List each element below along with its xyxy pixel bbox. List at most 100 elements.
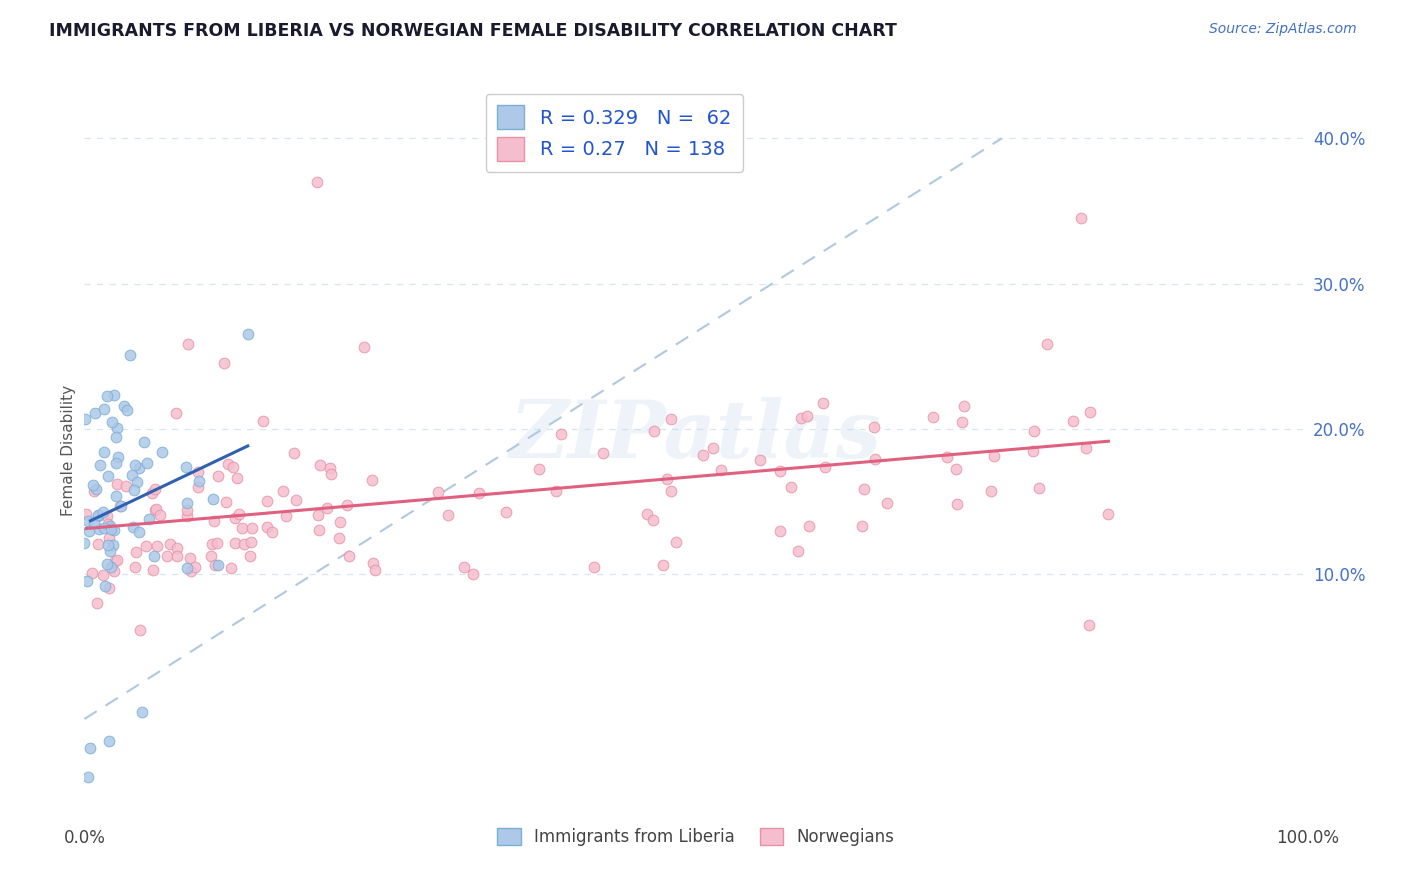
Point <box>652 558 675 572</box>
Point <box>141 486 163 500</box>
Point <box>463 567 485 582</box>
Point <box>852 482 875 496</box>
Point <box>112 399 135 413</box>
Point <box>980 484 1002 499</box>
Point <box>207 558 229 572</box>
Point <box>97 469 120 483</box>
Point <box>103 538 125 552</box>
Point <box>176 496 198 510</box>
Point <box>1078 404 1101 418</box>
Point <box>1070 211 1092 226</box>
Point <box>592 446 614 460</box>
Point <box>233 537 256 551</box>
Point <box>205 536 228 550</box>
Point <box>98 581 121 595</box>
Point <box>231 521 253 535</box>
Point <box>93 401 115 416</box>
Point <box>100 560 122 574</box>
Point <box>952 415 974 429</box>
Point <box>128 524 150 539</box>
Point <box>222 460 245 475</box>
Point <box>309 458 332 472</box>
Point <box>641 512 664 526</box>
Point <box>236 327 259 342</box>
Point <box>142 563 165 577</box>
Point <box>96 389 118 403</box>
Point <box>328 532 350 546</box>
Point <box>240 520 263 534</box>
Point <box>364 563 387 577</box>
Point <box>201 537 224 551</box>
Point <box>184 560 207 574</box>
Point <box>769 524 792 539</box>
Point <box>207 469 229 483</box>
Point <box>166 541 188 555</box>
Point <box>935 450 957 464</box>
Point <box>105 456 128 470</box>
Point <box>1022 424 1045 438</box>
Point <box>780 480 803 494</box>
Point <box>260 525 283 540</box>
Point <box>583 560 606 574</box>
Point <box>75 507 97 521</box>
Point <box>643 424 665 438</box>
Point <box>495 506 517 520</box>
Point <box>76 574 98 588</box>
Point <box>319 461 342 475</box>
Point <box>271 484 294 499</box>
Point <box>120 348 142 362</box>
Point <box>238 549 260 563</box>
Point <box>307 508 329 523</box>
Point <box>252 414 274 428</box>
Point <box>814 460 837 475</box>
Point <box>122 520 145 534</box>
Point <box>797 519 820 533</box>
Point <box>150 445 173 459</box>
Point <box>353 340 375 354</box>
Point <box>308 523 330 537</box>
Point <box>165 406 187 420</box>
Point <box>105 476 128 491</box>
Point <box>811 396 834 410</box>
Point <box>952 399 974 413</box>
Point <box>221 561 243 575</box>
Point <box>87 537 110 551</box>
Point <box>97 517 120 532</box>
Y-axis label: Female Disability: Female Disability <box>60 384 76 516</box>
Point <box>132 434 155 449</box>
Point <box>98 733 121 747</box>
Point <box>665 534 688 549</box>
Point <box>1062 414 1084 428</box>
Point <box>329 515 352 529</box>
Point <box>93 444 115 458</box>
Point <box>86 596 108 610</box>
Point <box>91 567 114 582</box>
Point <box>97 531 120 545</box>
Point <box>702 441 724 455</box>
Point <box>108 500 131 514</box>
Point <box>98 518 121 533</box>
Text: IMMIGRANTS FROM LIBERIA VS NORWEGIAN FEMALE DISABILITY CORRELATION CHART: IMMIGRANTS FROM LIBERIA VS NORWEGIAN FEM… <box>49 22 897 40</box>
Point <box>176 508 198 523</box>
Point <box>863 420 886 434</box>
Point <box>336 498 359 512</box>
Point <box>89 458 111 472</box>
Point <box>437 508 460 522</box>
Point <box>91 505 114 519</box>
Point <box>659 411 682 425</box>
Point <box>115 479 138 493</box>
Point <box>107 420 129 434</box>
Point <box>983 449 1005 463</box>
Point <box>659 484 682 499</box>
Point <box>276 509 298 524</box>
Point <box>1097 508 1119 522</box>
Point <box>468 485 491 500</box>
Point <box>187 465 209 479</box>
Point <box>256 519 278 533</box>
Point <box>361 557 384 571</box>
Point <box>709 463 731 477</box>
Point <box>103 388 125 402</box>
Point <box>103 524 125 538</box>
Point <box>285 493 308 508</box>
Point <box>80 566 103 580</box>
